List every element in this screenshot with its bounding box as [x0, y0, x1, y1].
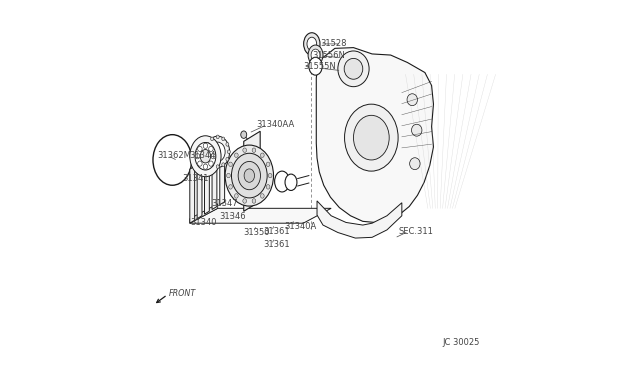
- Ellipse shape: [260, 153, 264, 157]
- Ellipse shape: [241, 131, 246, 138]
- Ellipse shape: [206, 136, 230, 167]
- Ellipse shape: [243, 148, 246, 153]
- Ellipse shape: [203, 164, 207, 169]
- Text: 31350: 31350: [244, 228, 270, 237]
- Text: 31361: 31361: [264, 227, 290, 236]
- Text: 31556N: 31556N: [312, 51, 345, 60]
- Text: 31340A: 31340A: [285, 222, 317, 231]
- Ellipse shape: [260, 194, 264, 198]
- Ellipse shape: [227, 173, 230, 178]
- Ellipse shape: [222, 137, 225, 141]
- Ellipse shape: [275, 171, 289, 192]
- Polygon shape: [197, 162, 202, 219]
- Ellipse shape: [252, 199, 256, 203]
- Ellipse shape: [227, 150, 230, 154]
- Polygon shape: [317, 201, 402, 238]
- Ellipse shape: [412, 124, 422, 136]
- Ellipse shape: [226, 157, 229, 161]
- Ellipse shape: [232, 153, 267, 198]
- Ellipse shape: [209, 161, 213, 166]
- Ellipse shape: [244, 169, 255, 182]
- Text: 31362M: 31362M: [157, 151, 191, 160]
- Ellipse shape: [285, 174, 297, 190]
- Polygon shape: [190, 204, 218, 223]
- Ellipse shape: [200, 150, 211, 163]
- Ellipse shape: [338, 51, 369, 87]
- Text: JC 30025: JC 30025: [443, 338, 480, 347]
- Text: 31344: 31344: [189, 151, 216, 160]
- Ellipse shape: [209, 146, 213, 151]
- Ellipse shape: [225, 145, 273, 206]
- Ellipse shape: [303, 33, 320, 55]
- Polygon shape: [316, 48, 433, 222]
- Ellipse shape: [211, 142, 225, 161]
- Ellipse shape: [307, 37, 317, 51]
- Ellipse shape: [228, 162, 232, 167]
- Polygon shape: [220, 148, 225, 205]
- Text: 31346: 31346: [219, 212, 246, 221]
- Ellipse shape: [211, 163, 214, 167]
- Text: 31341: 31341: [182, 174, 209, 183]
- Text: 31340AA: 31340AA: [257, 120, 295, 129]
- Polygon shape: [244, 131, 260, 211]
- Ellipse shape: [252, 148, 256, 153]
- Text: 31555N: 31555N: [303, 62, 336, 71]
- Text: 31361: 31361: [264, 240, 290, 249]
- Ellipse shape: [216, 135, 219, 139]
- Ellipse shape: [344, 58, 363, 79]
- Text: 31340: 31340: [190, 218, 216, 227]
- Ellipse shape: [268, 173, 272, 178]
- Ellipse shape: [234, 153, 238, 157]
- Ellipse shape: [190, 136, 221, 177]
- Ellipse shape: [243, 199, 246, 203]
- Ellipse shape: [207, 157, 209, 161]
- Ellipse shape: [353, 115, 389, 160]
- Ellipse shape: [266, 185, 270, 189]
- Ellipse shape: [407, 94, 417, 106]
- Ellipse shape: [205, 150, 208, 154]
- Ellipse shape: [311, 49, 320, 61]
- Polygon shape: [212, 153, 217, 209]
- Ellipse shape: [198, 161, 202, 166]
- Ellipse shape: [266, 162, 270, 167]
- Ellipse shape: [238, 161, 260, 190]
- Ellipse shape: [203, 143, 207, 148]
- Text: 31347: 31347: [211, 199, 238, 208]
- Ellipse shape: [222, 163, 225, 167]
- Polygon shape: [190, 208, 331, 223]
- Text: 31528: 31528: [320, 39, 346, 48]
- Ellipse shape: [226, 142, 229, 146]
- Ellipse shape: [234, 194, 238, 198]
- Ellipse shape: [344, 104, 398, 171]
- Ellipse shape: [211, 137, 214, 141]
- Text: SEC.311: SEC.311: [399, 227, 434, 236]
- Ellipse shape: [195, 142, 216, 170]
- Ellipse shape: [410, 158, 420, 170]
- Polygon shape: [205, 157, 209, 214]
- Ellipse shape: [198, 146, 202, 151]
- Ellipse shape: [207, 142, 209, 146]
- Ellipse shape: [211, 154, 216, 159]
- Ellipse shape: [228, 185, 232, 189]
- Ellipse shape: [309, 57, 322, 75]
- Ellipse shape: [195, 154, 200, 159]
- Ellipse shape: [216, 165, 219, 169]
- Text: FRONT: FRONT: [168, 289, 196, 298]
- Polygon shape: [190, 166, 195, 223]
- Ellipse shape: [308, 45, 323, 65]
